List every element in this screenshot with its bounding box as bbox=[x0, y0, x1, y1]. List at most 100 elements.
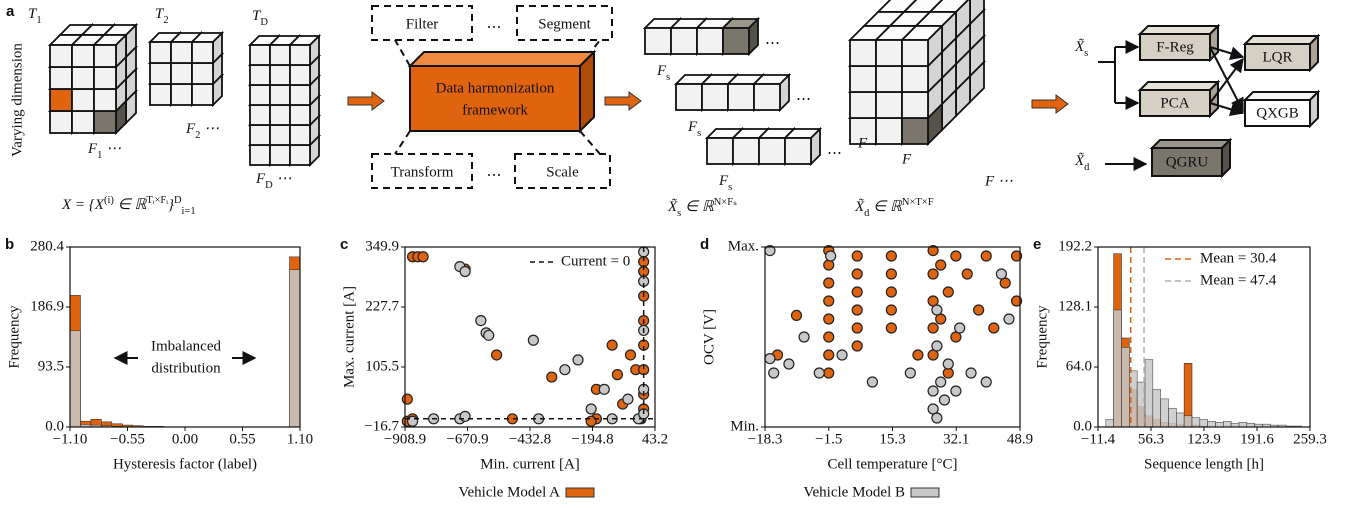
point bbox=[475, 315, 487, 327]
model-label: QGRU bbox=[1166, 154, 1209, 170]
x-tick-label: −1.10 bbox=[53, 431, 88, 447]
point bbox=[483, 329, 495, 341]
point bbox=[885, 250, 897, 262]
y-axis-label: Frequency bbox=[1034, 305, 1050, 369]
panel-label: e bbox=[1033, 236, 1041, 253]
cube-front bbox=[722, 27, 750, 55]
step-box bbox=[516, 5, 613, 41]
cube-front bbox=[696, 27, 724, 55]
cube-front bbox=[901, 39, 929, 67]
cube-front bbox=[901, 117, 929, 145]
legend-swatch bbox=[910, 487, 940, 498]
cube-front bbox=[849, 65, 877, 93]
cube-front bbox=[670, 27, 698, 55]
point bbox=[851, 304, 863, 316]
math-label: FD ⋯ bbox=[255, 171, 292, 190]
point bbox=[836, 349, 848, 361]
x-tick-label: −0.55 bbox=[110, 431, 145, 447]
y-tick-label: 93.5 bbox=[38, 358, 64, 374]
math-part: d bbox=[864, 208, 870, 219]
cube-front bbox=[269, 124, 291, 146]
cube-front bbox=[289, 124, 311, 146]
cube-front bbox=[149, 83, 172, 106]
arrow-line bbox=[1209, 46, 1244, 113]
cube-front bbox=[170, 83, 193, 106]
point bbox=[980, 250, 992, 262]
arrow bbox=[604, 91, 642, 111]
math-part: ⋯ bbox=[273, 171, 292, 187]
x-axis-label: Sequence length [h] bbox=[1144, 456, 1264, 472]
cube-front bbox=[191, 41, 214, 64]
y-tick-label: 280.4 bbox=[30, 238, 64, 254]
math-part: D bbox=[260, 17, 268, 28]
math-part: F bbox=[185, 121, 196, 137]
bar bbox=[1144, 359, 1154, 428]
y-tick-label: Max. bbox=[728, 238, 759, 254]
math-part: F bbox=[687, 119, 698, 135]
cube-front bbox=[727, 83, 755, 111]
y-tick-label: 349.9 bbox=[365, 238, 399, 254]
point bbox=[798, 331, 810, 343]
cube-front bbox=[191, 83, 214, 106]
point bbox=[965, 367, 977, 379]
y-tick-label: 227.7 bbox=[365, 298, 399, 314]
point bbox=[823, 259, 835, 271]
math-label: Fs bbox=[656, 63, 670, 82]
feature-label: F bbox=[901, 151, 912, 167]
panel-label: c bbox=[340, 236, 348, 253]
point bbox=[546, 371, 558, 383]
math-label: F1 ⋯ bbox=[87, 141, 121, 160]
bar bbox=[1113, 309, 1122, 428]
y-tick-label: 0.0 bbox=[45, 418, 64, 434]
point bbox=[927, 245, 939, 257]
feature-label: F ⋯ bbox=[984, 173, 1013, 189]
point bbox=[931, 412, 943, 424]
math-part: F bbox=[87, 141, 98, 157]
cube-front bbox=[289, 64, 311, 86]
x-axis-label: Cell temperature [°C] bbox=[827, 456, 957, 472]
point bbox=[988, 322, 1000, 334]
cube-front bbox=[875, 39, 903, 67]
point bbox=[950, 250, 962, 262]
math-label: X̃d ∈ ℝN×T×F bbox=[854, 197, 934, 219]
model-box bbox=[1244, 43, 1311, 71]
step-label: Filter bbox=[406, 16, 439, 32]
math-part: N×Fₛ bbox=[714, 197, 737, 208]
cube-front bbox=[706, 137, 734, 165]
point bbox=[885, 268, 897, 280]
box-top bbox=[407, 51, 597, 67]
math-part: d bbox=[1084, 162, 1090, 173]
cube-front bbox=[170, 62, 193, 85]
panel-label: d bbox=[700, 236, 709, 253]
math-part: D bbox=[265, 180, 273, 191]
cube-front bbox=[93, 88, 117, 112]
cube-front bbox=[675, 83, 703, 111]
x-tick-label: −194.8 bbox=[571, 431, 613, 447]
model-top bbox=[1242, 35, 1321, 45]
cube-front bbox=[875, 91, 903, 119]
arrow-line bbox=[1209, 57, 1244, 104]
plot-frame bbox=[69, 246, 301, 428]
x-tick-label: 0.00 bbox=[172, 431, 198, 447]
math-part: ∈ ℝ bbox=[681, 199, 715, 215]
x-axis-label: Min. current [A] bbox=[480, 456, 580, 472]
bar bbox=[1168, 407, 1177, 428]
point bbox=[950, 385, 962, 397]
point bbox=[606, 339, 618, 351]
panel-label: a bbox=[6, 3, 15, 20]
point bbox=[823, 367, 835, 379]
box-side bbox=[579, 49, 595, 134]
point bbox=[1010, 250, 1023, 262]
y-axis-label: OCV [V] bbox=[701, 309, 717, 365]
x-tick-label: −432.8 bbox=[509, 431, 551, 447]
legend-swatch bbox=[565, 487, 595, 498]
bar bbox=[1215, 422, 1224, 428]
cube-front bbox=[269, 144, 291, 166]
point bbox=[885, 304, 897, 316]
framework-label: Data harmonization bbox=[436, 80, 555, 96]
bar bbox=[69, 330, 81, 428]
model-label: QXGB bbox=[1256, 105, 1299, 121]
point bbox=[783, 358, 795, 370]
point bbox=[851, 286, 863, 298]
step-box bbox=[371, 5, 473, 41]
